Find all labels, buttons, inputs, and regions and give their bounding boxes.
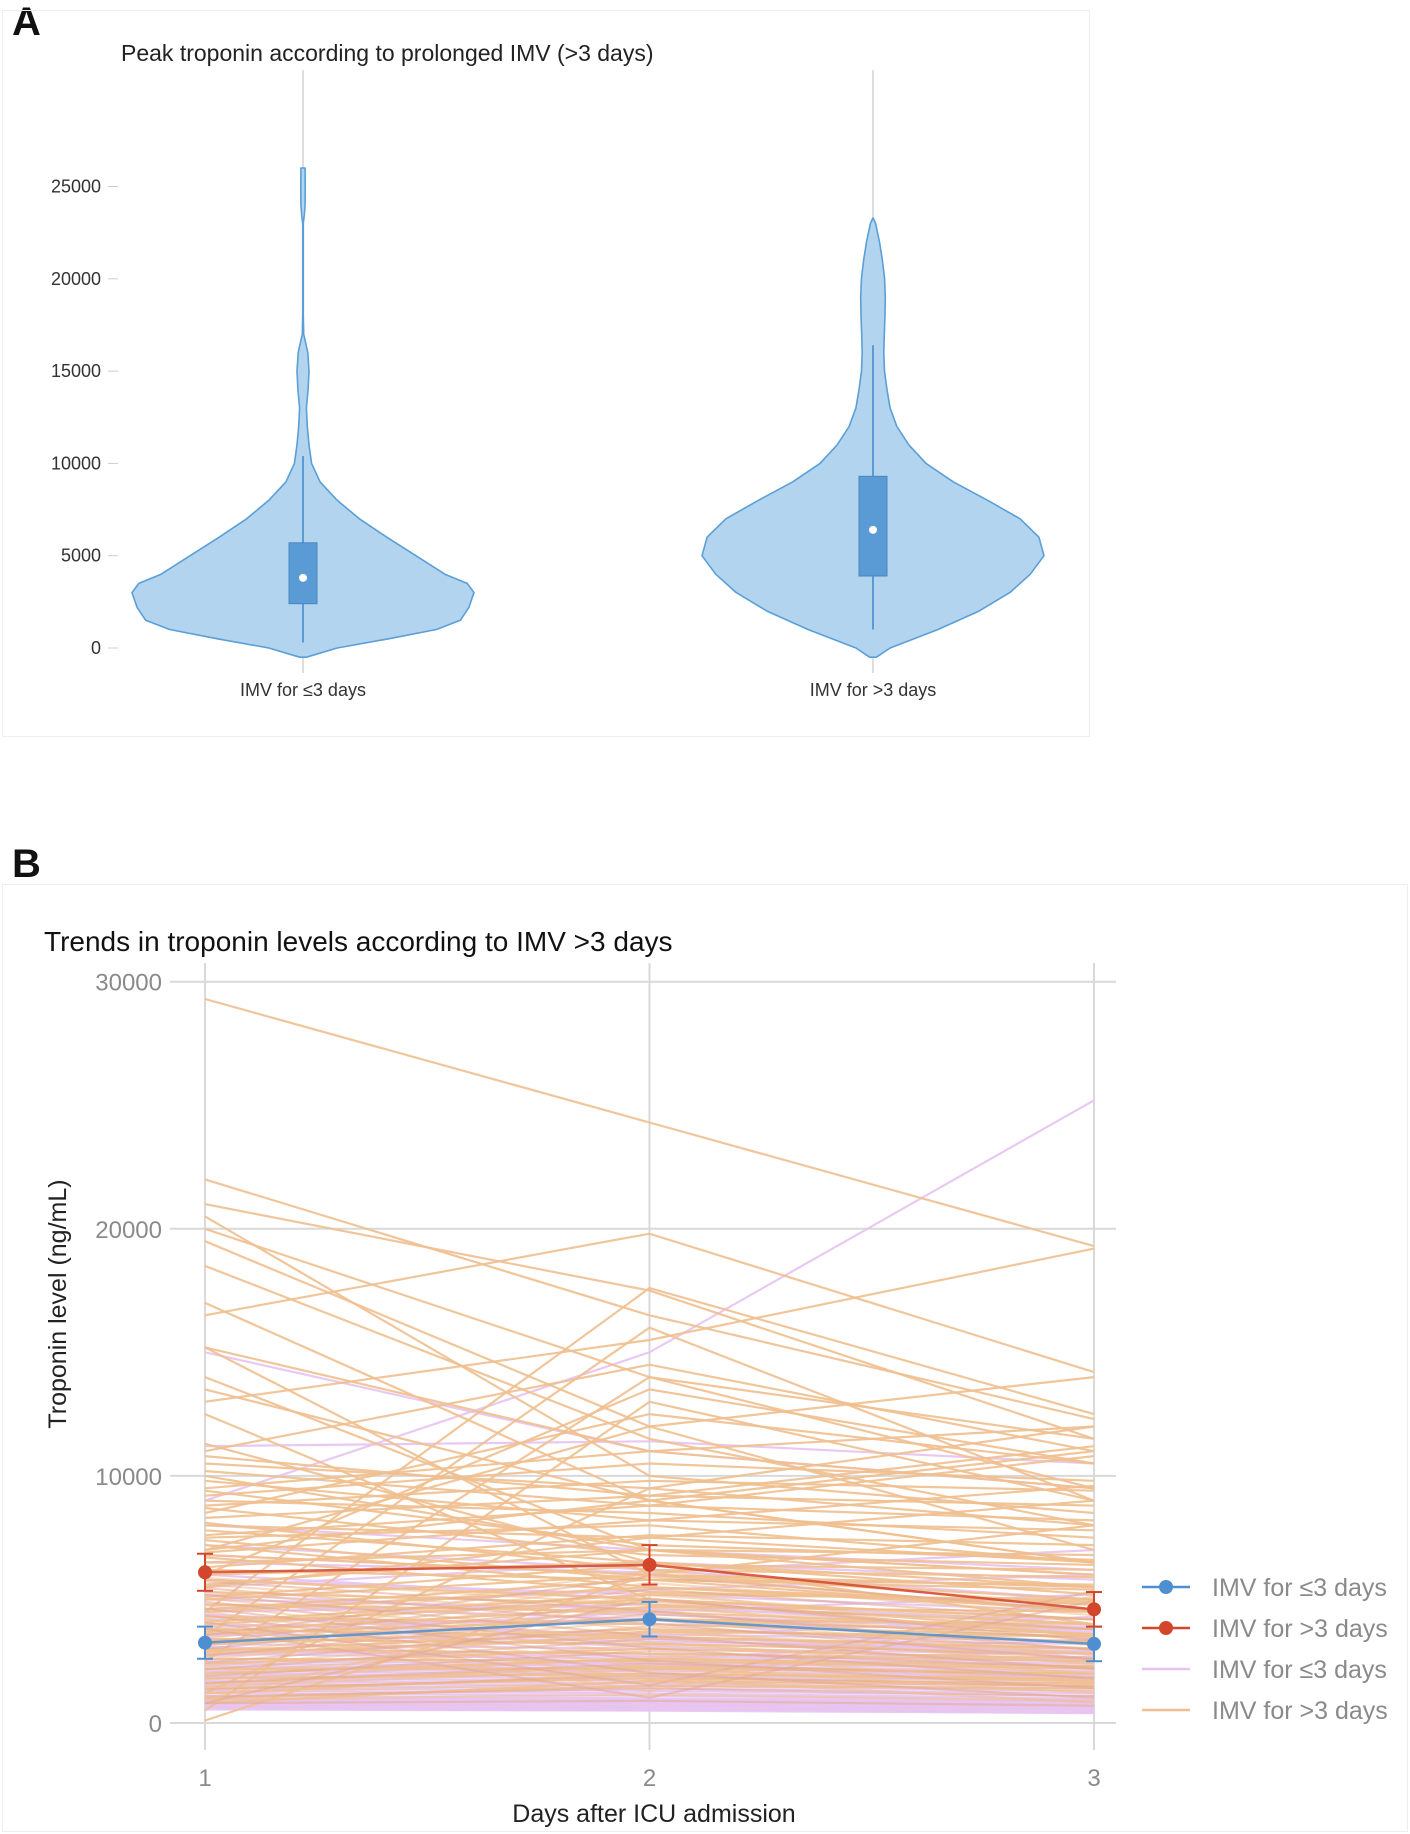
- band-patient-line: [204, 1637, 1095, 1671]
- x-tick-label: 1: [198, 1765, 211, 1792]
- long-imv-patient-line: [204, 1227, 1095, 1490]
- violin-groups: [131, 167, 1045, 659]
- violin-chart-title: Peak troponin according to prolonged IMV…: [121, 40, 654, 66]
- panel-a-label: A: [12, 0, 41, 44]
- legend-label: IMV for >3 days: [1212, 1615, 1388, 1643]
- legend: IMV for ≤3 days IMV for >3 days IMV for ≤3…: [1142, 1574, 1388, 1725]
- short-imv-patient-line: [204, 1707, 1095, 1714]
- line-x-ticks: 1 2 3: [198, 1765, 1100, 1792]
- y-tick-label: 20000: [51, 269, 101, 289]
- individual-patient-lines: [204, 997, 1095, 1722]
- short-imv-patient-line: [204, 1704, 1095, 1711]
- short-imv-patient-line: [204, 1702, 1095, 1709]
- band-patient-line: [204, 1587, 1095, 1644]
- mean-point: [642, 1557, 657, 1572]
- long-imv-patient-line: [204, 1445, 1095, 1497]
- x-axis-label: Days after ICU admission: [512, 1800, 795, 1828]
- long-imv-patient-line: [204, 1232, 1095, 1374]
- band-patient-line: [204, 1668, 1095, 1688]
- mean-point: [1087, 1602, 1101, 1617]
- band-patient-line: [204, 1591, 1095, 1701]
- band-patient-line: [204, 1656, 1095, 1681]
- band-patient-line: [204, 1590, 1095, 1687]
- band-patient-line: [204, 1693, 1095, 1702]
- x-tick-label: 3: [1087, 1765, 1100, 1792]
- mean-series: [197, 1544, 1102, 1663]
- long-imv-patient-line: [204, 1479, 1095, 1522]
- legend-label: IMV for ≤3 days: [1212, 1656, 1387, 1684]
- long-imv-patient-line: [204, 1479, 1095, 1507]
- band-patient-line: [204, 1597, 1095, 1705]
- y-tick-label: 0: [149, 1711, 162, 1738]
- short-imv-patient-line: [204, 1703, 1095, 1710]
- band-patient-line: [204, 1610, 1095, 1695]
- y-tick-label: 10000: [51, 453, 101, 473]
- panel-b-frame: [2, 884, 1408, 1832]
- x-tick-label: 2: [643, 1765, 656, 1792]
- short-imv-patient-line: [204, 1440, 1095, 1465]
- panel-b-label: B: [12, 842, 41, 886]
- violin-x-ticks: IMV for ≤3 days IMV for >3 days: [240, 680, 936, 700]
- violin-box: [288, 542, 318, 605]
- line-chart-title: Trends in troponin levels according to I…: [44, 926, 673, 957]
- legend-swatch-point: [1159, 1580, 1173, 1594]
- mean-point: [198, 1635, 212, 1650]
- violin-shape: [131, 167, 475, 659]
- short-imv-patient-line: [204, 1708, 1095, 1715]
- long-imv-patient-line: [204, 1455, 1095, 1507]
- long-imv-patient-line: [204, 1203, 1095, 1440]
- long-imv-patient-line: [204, 1286, 1095, 1613]
- y-tick-label: 30000: [95, 970, 162, 997]
- x-tick-label: IMV for ≤3 days: [240, 680, 366, 700]
- long-imv-patient-line: [204, 1462, 1095, 1497]
- violin-chart: Peak troponin according to prolonged IMV…: [51, 40, 1045, 700]
- y-tick-label: 20000: [95, 1217, 162, 1244]
- mean-point: [198, 1565, 212, 1580]
- mean-point: [642, 1612, 657, 1627]
- band-patient-line: [204, 1604, 1095, 1685]
- band-patient-line: [204, 1674, 1095, 1691]
- band-patient-line: [204, 1599, 1095, 1699]
- violin-y-ticks: 0 5000 10000 15000 20000 25000: [51, 177, 118, 658]
- y-axis-label: Troponin level (ng/mL): [44, 1179, 72, 1428]
- y-tick-label: 5000: [61, 546, 101, 566]
- long-imv-patient-line: [204, 1388, 1095, 1576]
- long-imv-patient-line: [204, 1534, 1095, 1569]
- legend-swatch-point: [1159, 1621, 1173, 1635]
- band-patient-line: [204, 1662, 1095, 1684]
- legend-label: IMV for ≤3 days: [1212, 1574, 1387, 1602]
- violin-median-point: [299, 573, 307, 582]
- long-imv-patient-line: [204, 1178, 1095, 1421]
- y-tick-label: 25000: [51, 177, 101, 197]
- band-patient-line: [204, 1699, 1095, 1707]
- line-chart: Trends in troponin levels according to I…: [44, 926, 1388, 1828]
- long-imv-patient-line: [204, 997, 1095, 1248]
- band-patient-line: [204, 1597, 1095, 1676]
- band-patient-line: [204, 1607, 1095, 1690]
- line-y-ticks: 0 10000 20000 30000: [95, 970, 162, 1738]
- legend-label: IMV for >3 days: [1212, 1697, 1388, 1725]
- mean-point: [1087, 1636, 1101, 1651]
- panel-a-frame: [2, 10, 1090, 737]
- y-tick-label: 0: [91, 638, 101, 658]
- x-tick-label: IMV for >3 days: [810, 680, 937, 700]
- short-imv-patient-line: [204, 1689, 1095, 1700]
- band-patient-line: [204, 1687, 1095, 1698]
- violin-median-point: [869, 525, 877, 534]
- band-patient-line: [204, 1600, 1095, 1680]
- band-patient-line: [204, 1681, 1095, 1695]
- short-imv-patient-line: [204, 1099, 1095, 1502]
- short-imv-patient-line: [204, 1705, 1095, 1712]
- band-patient-line: [204, 1617, 1095, 1704]
- y-tick-label: 15000: [51, 361, 101, 381]
- long-imv-patient-line: [204, 1326, 1095, 1638]
- band-patient-line: [204, 1594, 1095, 1693]
- band-patient-line: [204, 1594, 1095, 1647]
- y-tick-label: 10000: [95, 1464, 162, 1491]
- long-imv-patient-line: [204, 1247, 1095, 1403]
